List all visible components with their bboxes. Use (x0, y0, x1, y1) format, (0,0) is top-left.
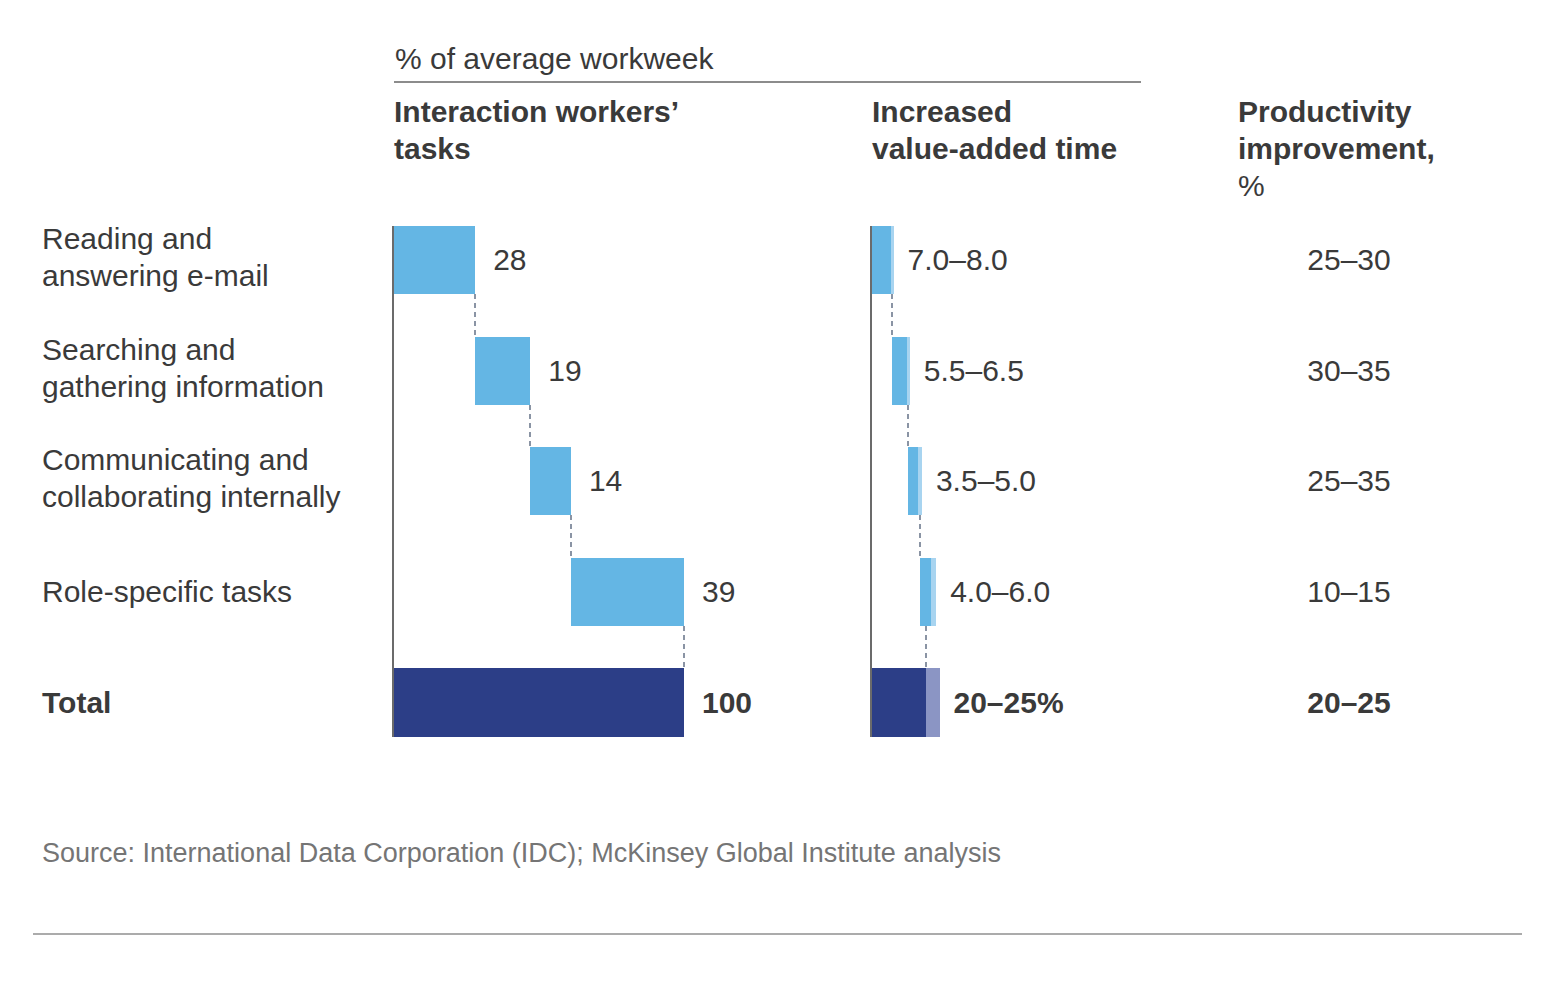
value-added-total-range-bar (926, 668, 940, 737)
value-added-range-bar-3 (931, 558, 936, 626)
tasks-value-3: 39 (702, 574, 735, 610)
value-added-connector-1 (907, 405, 909, 447)
value-added-bar-2 (908, 447, 917, 515)
tasks-connector-3 (683, 626, 685, 668)
value-added-range-bar-0 (891, 226, 894, 294)
value-added-connector-2 (919, 515, 921, 558)
value-added-value-3: 4.0–6.0 (950, 574, 1050, 610)
tasks-connector-0 (474, 294, 476, 337)
tasks-connector-1 (529, 405, 531, 447)
bottom-rule (33, 933, 1522, 935)
tasks-bar-0 (394, 226, 475, 294)
value-added-connector-3 (925, 626, 927, 668)
tasks-value-0: 28 (493, 242, 526, 278)
tasks-bar-1 (475, 337, 530, 405)
exhibit-waterfall-chart: % of average workweek Interaction worker… (0, 0, 1552, 1002)
productivity-value-2: 25–35 (1238, 463, 1460, 499)
value-added-bar-1 (892, 337, 907, 405)
value-added-connector-0 (891, 294, 893, 337)
productivity-value-1: 30–35 (1238, 353, 1460, 389)
tasks-connector-2 (570, 515, 572, 558)
tasks-bar-2 (530, 447, 571, 515)
value-added-value-1: 5.5–6.5 (924, 353, 1024, 389)
tasks-total-bar (394, 668, 684, 737)
value-added-bar-0 (872, 226, 891, 294)
value-added-total-value: 20–25% (954, 685, 1064, 721)
value-added-range-bar-2 (918, 447, 922, 515)
tasks-value-2: 14 (589, 463, 622, 499)
value-added-bar-3 (920, 558, 931, 626)
source-note: Source: International Data Corporation (… (42, 838, 1001, 869)
value-added-total-bar (872, 668, 926, 737)
productivity-value-3: 10–15 (1238, 574, 1460, 610)
value-added-range-bar-1 (907, 337, 910, 405)
tasks-total-value: 100 (702, 685, 752, 721)
value-added-value-2: 3.5–5.0 (936, 463, 1036, 499)
productivity-value-0: 25–30 (1238, 242, 1460, 278)
value-added-value-0: 7.0–8.0 (908, 242, 1008, 278)
tasks-value-1: 19 (548, 353, 581, 389)
tasks-bar-3 (571, 558, 684, 626)
productivity-total-value: 20–25 (1238, 685, 1460, 721)
